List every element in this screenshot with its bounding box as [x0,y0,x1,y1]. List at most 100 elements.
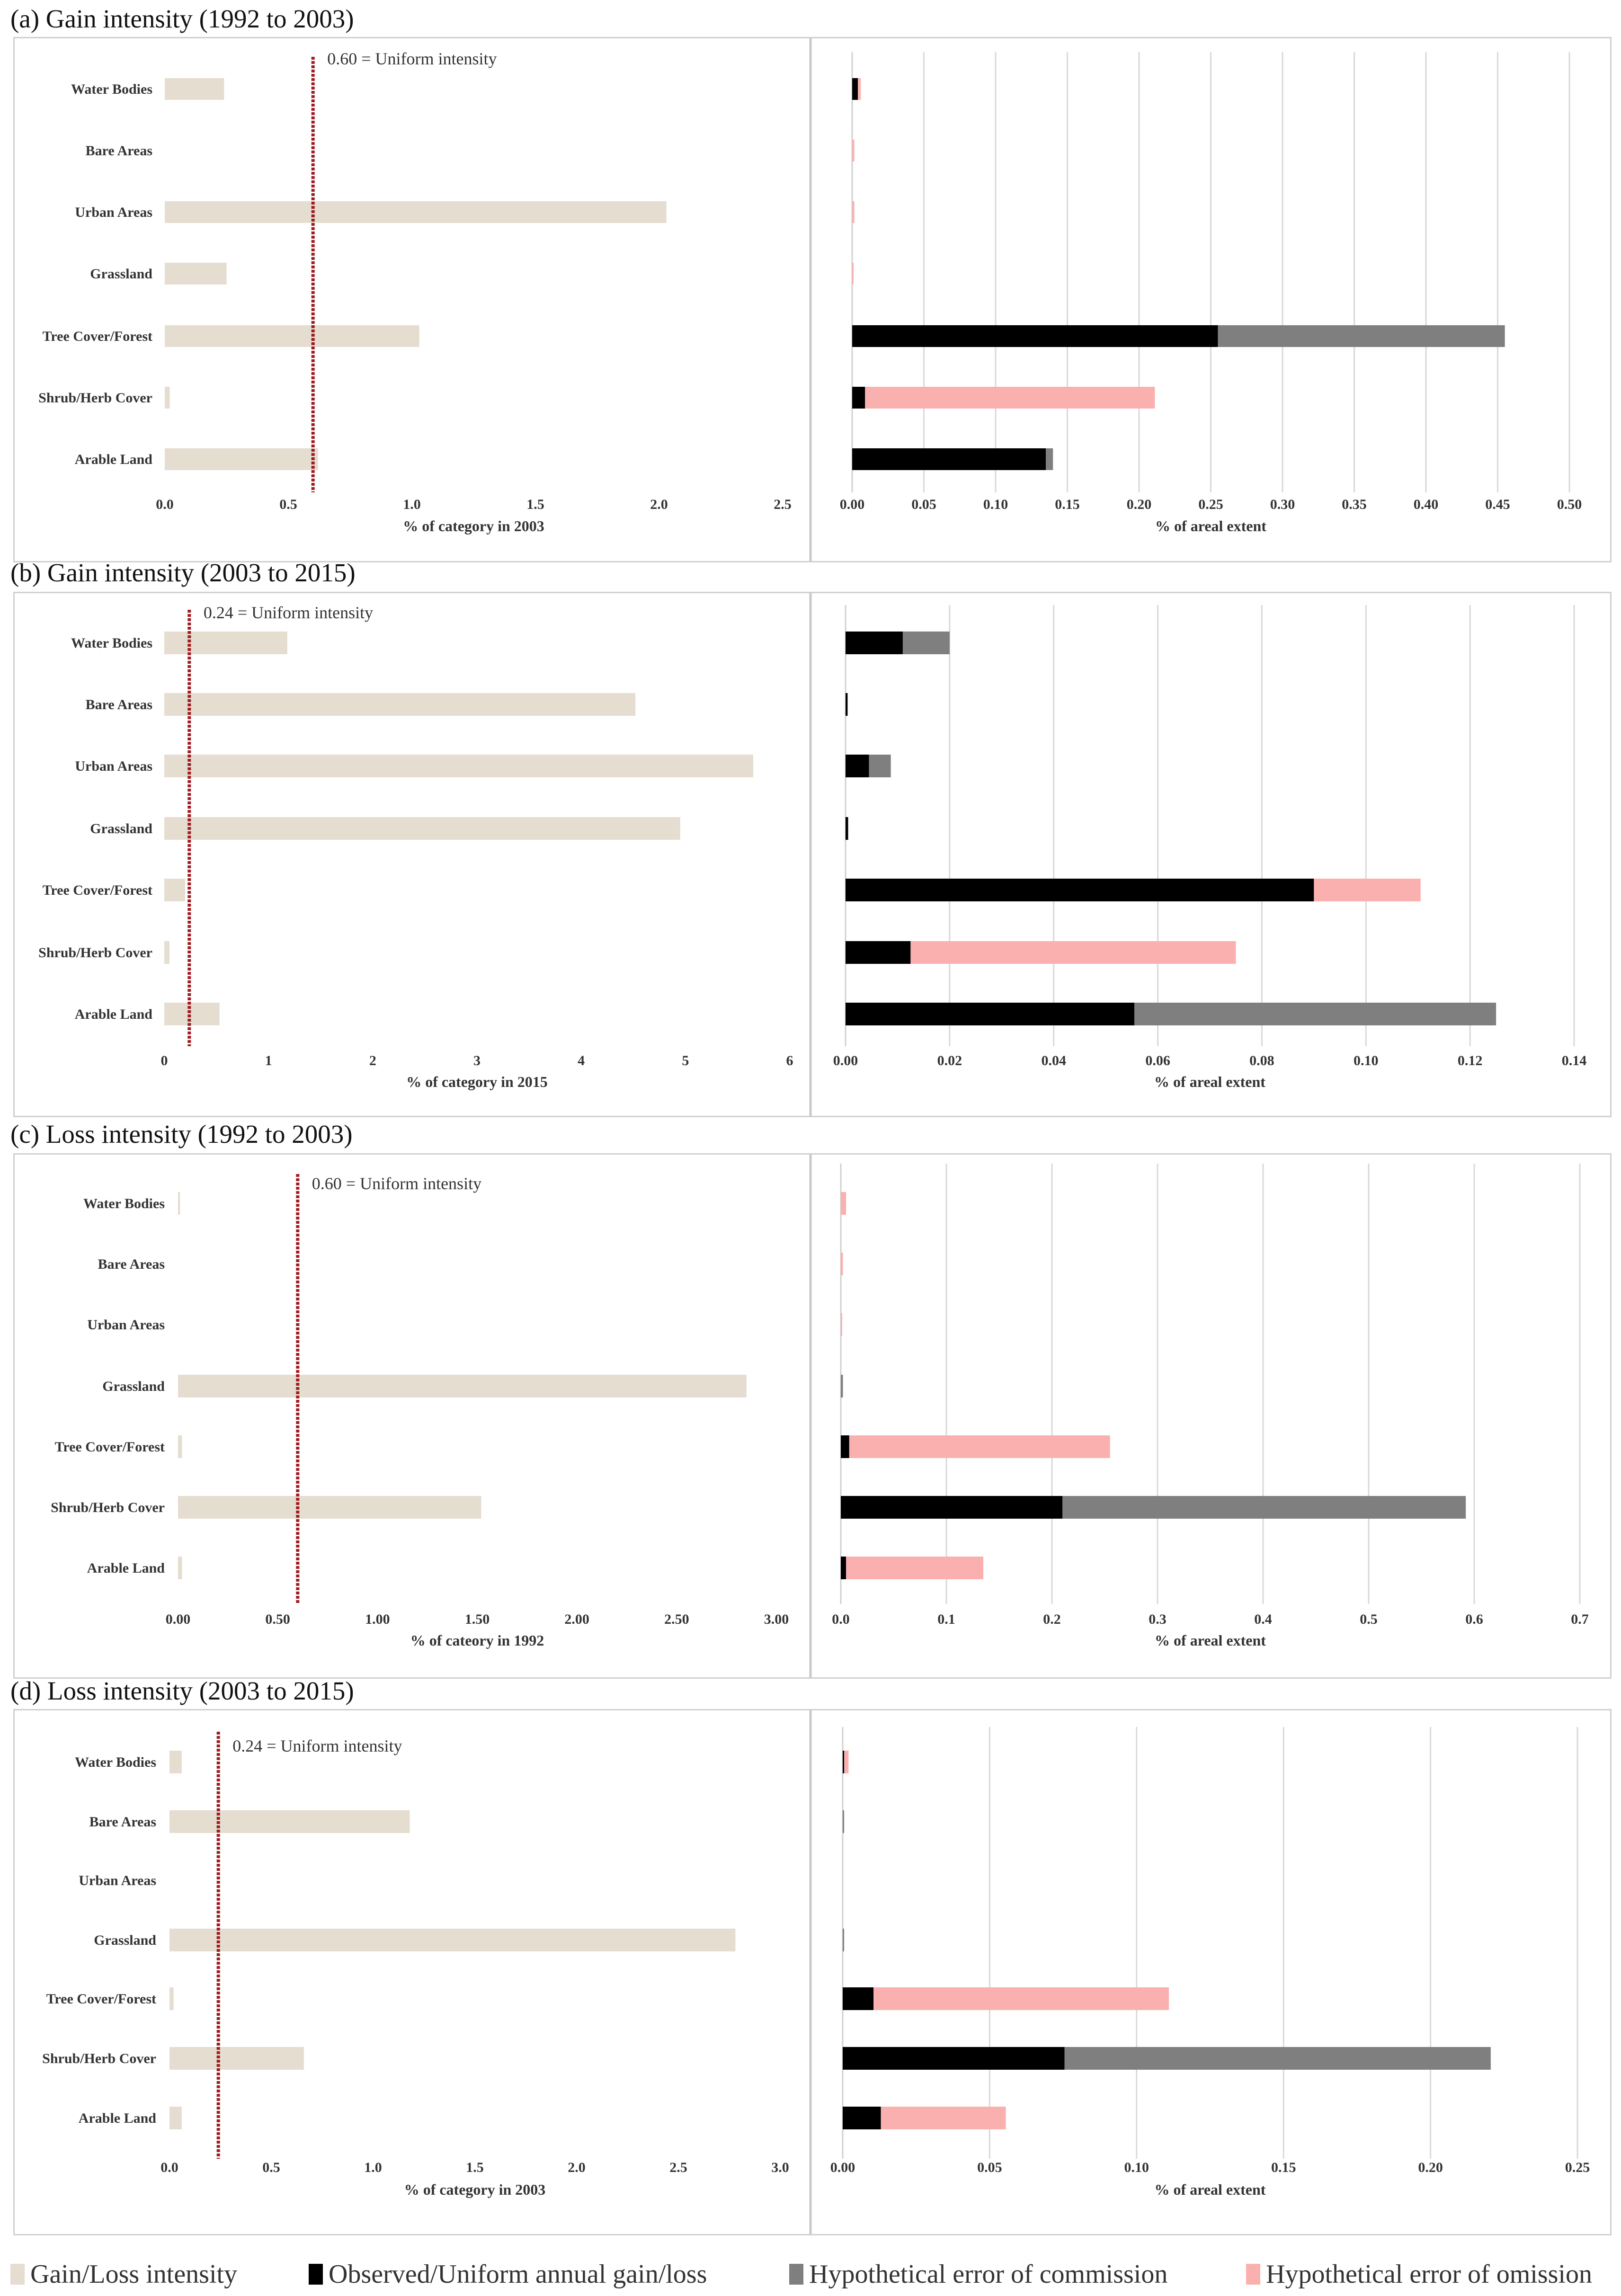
category-label: Water Bodies [71,635,152,651]
observed-bar-segment [843,2107,881,2129]
omission-bar-segment [841,1253,843,1275]
x-tick-label: 0.5 [279,497,297,512]
legend-swatch-observed [309,2264,323,2285]
x-tick-label: 0.04 [1041,1053,1066,1068]
category-label: Water Bodies [83,1196,165,1211]
x-tick-label: 0.25 [1565,2160,1590,2175]
observed-bar-segment [841,1435,849,1458]
observed-bar-segment [846,693,848,716]
category-label: Urban Areas [79,1873,156,1888]
x-tick-label: 0.00 [833,1053,858,1068]
x-tick-label: 0.06 [1145,1053,1170,1068]
legend-label-intensity: Gain/Loss intensity [30,2260,238,2289]
legend-swatch-commission [789,2264,803,2285]
omission-bar-segment [841,1192,846,1215]
x-tick-label: 0.00 [840,497,865,512]
intensity-bar [169,1810,410,1833]
x-tick-label: 0.50 [1557,497,1582,512]
commission-bar-segment [843,1929,844,1951]
x-tick-label: 0.12 [1458,1053,1483,1068]
x-tick-label: 0.5 [262,2160,280,2175]
omission-bar-segment [846,1557,984,1579]
x-tick-label: 1.0 [403,497,421,512]
omission-bar-segment [849,1435,1110,1458]
observed-bar-segment [841,1496,1063,1519]
x-tick-label: 2 [369,1053,376,1068]
intensity-bar [164,879,186,901]
x-tick-label: 0 [161,1053,168,1068]
x-tick-label: 2.0 [650,497,668,512]
intensity-bar [164,755,753,777]
observed-bar-segment [841,1557,846,1579]
observed-bar-segment [846,632,903,654]
category-label: Urban Areas [75,758,152,774]
category-label: Bare Areas [98,1256,165,1272]
x-tick-label: 2.00 [564,1611,589,1627]
observed-bar-segment [843,1987,874,2010]
legend-swatch-intensity [10,2264,25,2285]
x-tick-label: 0.40 [1414,497,1439,512]
intensity-bar [164,693,636,716]
x-axis-label: % of areal extent [1154,1073,1265,1090]
intensity-bar [169,2107,182,2129]
panel-a-chart: Water Bodies Bare Areas Urban Areas Grassla… [38,38,1582,561]
panel-d-title: (d) Loss intensity (2003 to 2015) [10,1676,354,1705]
x-tick-label: 0.1 [937,1611,955,1627]
observed-bar-segment [846,879,1314,901]
category-label: Grassland [94,1932,156,1948]
observed-bar-segment [846,755,869,777]
category-label: Urban Areas [75,205,152,220]
x-tick-label: 0.0 [832,1611,850,1627]
uniform-intensity-label: 0.24 = Uniform intensity [232,1736,402,1755]
intensity-bar [164,941,170,964]
legend: Gain/Loss intensity Observed/Uniform ann… [10,2259,1611,2292]
x-axis-label: % of areal extent [1155,1632,1266,1649]
panel-d-frame [13,1709,1612,2235]
intensity-bar [169,1987,174,2010]
category-label: Grassland [102,1379,165,1394]
commission-bar-segment [841,1375,843,1397]
observed-bar-segment [852,387,865,409]
panel-a-frame [13,37,1612,562]
intensity-bar [164,817,680,840]
x-tick-label: 3.00 [764,1611,789,1627]
omission-bar-segment [852,140,855,161]
omission-bar-segment [910,941,1236,964]
category-label: Arable Land [75,452,153,467]
x-tick-label: 1 [265,1053,272,1068]
x-tick-label: 1.0 [364,2160,382,2175]
x-tick-label: 0.14 [1562,1053,1587,1068]
x-tick-label: 0.00 [830,2160,855,2175]
observed-bar-segment [852,448,1046,470]
observed-bar-segment [843,2047,1065,2070]
observed-bar-segment [852,78,858,100]
x-tick-label: 2.5 [669,2160,687,2175]
x-tick-label: 3 [473,1053,481,1068]
x-axis-label: % of areal extent [1155,517,1266,534]
x-tick-label: 0.10 [1354,1053,1379,1068]
x-tick-label: 0.35 [1342,497,1367,512]
panel-c-chart: Water Bodies Bare Areas Urban Areas Grassla… [51,1154,1589,1678]
commission-bar-segment [1062,1496,1466,1519]
omission-bar-segment [873,1987,1169,2010]
intensity-bar [164,632,287,654]
omission-bar-segment [852,201,855,223]
commission-bar-segment [1134,1003,1496,1025]
x-tick-label: 0.45 [1485,497,1510,512]
x-tick-label: 0.20 [1418,2160,1443,2175]
x-tick-label: 1.5 [466,2160,484,2175]
omission-bar-segment [841,1313,842,1336]
category-label: Arable Land [87,1560,165,1576]
legend-item-omission: Hypothetical error of omission [1246,2259,1592,2289]
category-label: Tree Cover/Forest [43,329,152,344]
x-tick-label: 0.0 [160,2160,178,2175]
x-tick-label: 0.30 [1270,497,1295,512]
panel-c-title: (c) Loss intensity (1992 to 2003) [10,1120,353,1148]
x-tick-label: 2.5 [774,497,792,512]
intensity-bar [178,1435,182,1458]
x-tick-label: 0.05 [977,2160,1002,2175]
x-tick-label: 0.02 [937,1053,962,1068]
category-label: Water Bodies [71,81,152,97]
x-axis-label: % of category in 2003 [404,2181,546,2198]
